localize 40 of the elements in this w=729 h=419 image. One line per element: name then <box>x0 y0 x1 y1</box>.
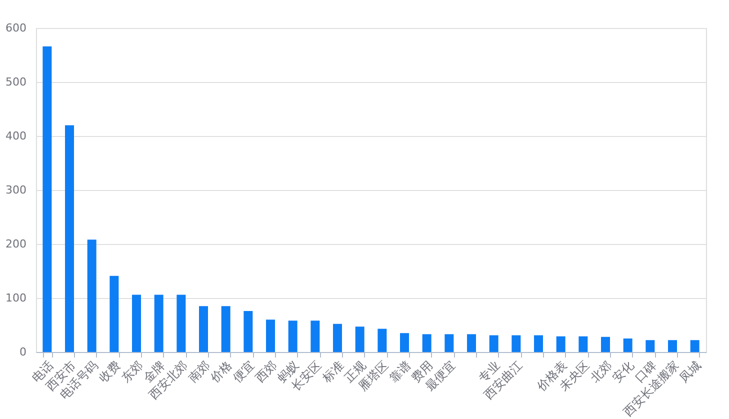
bar <box>646 340 655 352</box>
bar <box>244 310 253 352</box>
bar <box>556 336 566 352</box>
y-tick-label: 600 <box>6 22 26 34</box>
bar <box>623 338 632 352</box>
y-tick-label: 400 <box>6 130 26 142</box>
bar <box>266 320 275 352</box>
x-tick-label: 南郊 <box>186 358 212 385</box>
bar <box>578 336 588 352</box>
bar <box>668 340 677 352</box>
y-tick-label: 500 <box>6 76 26 88</box>
bar <box>132 294 141 352</box>
bar <box>221 306 230 352</box>
bar <box>601 336 610 352</box>
bar <box>489 335 498 352</box>
bar <box>444 334 454 352</box>
bar <box>355 326 364 352</box>
bar <box>199 306 208 352</box>
bar <box>333 324 342 352</box>
bar <box>422 334 432 352</box>
y-tick-label: 200 <box>6 238 26 250</box>
bar <box>467 334 476 352</box>
y-tick-label: 0 <box>20 346 26 358</box>
bar <box>378 328 387 352</box>
bar <box>310 320 320 352</box>
bar <box>400 333 409 352</box>
bar <box>534 335 543 352</box>
bar <box>154 294 164 352</box>
bar <box>110 276 119 352</box>
bar <box>176 294 186 352</box>
bar <box>65 125 74 352</box>
bar <box>690 340 700 352</box>
x-tick-label: 东郊 <box>118 358 146 385</box>
bar <box>42 46 52 352</box>
x-tick-label: 凤城 <box>676 358 704 385</box>
bar <box>288 320 298 352</box>
bar <box>87 240 96 352</box>
y-tick-label: 300 <box>6 184 26 196</box>
bar <box>512 335 521 352</box>
y-tick-label: 100 <box>6 292 26 304</box>
